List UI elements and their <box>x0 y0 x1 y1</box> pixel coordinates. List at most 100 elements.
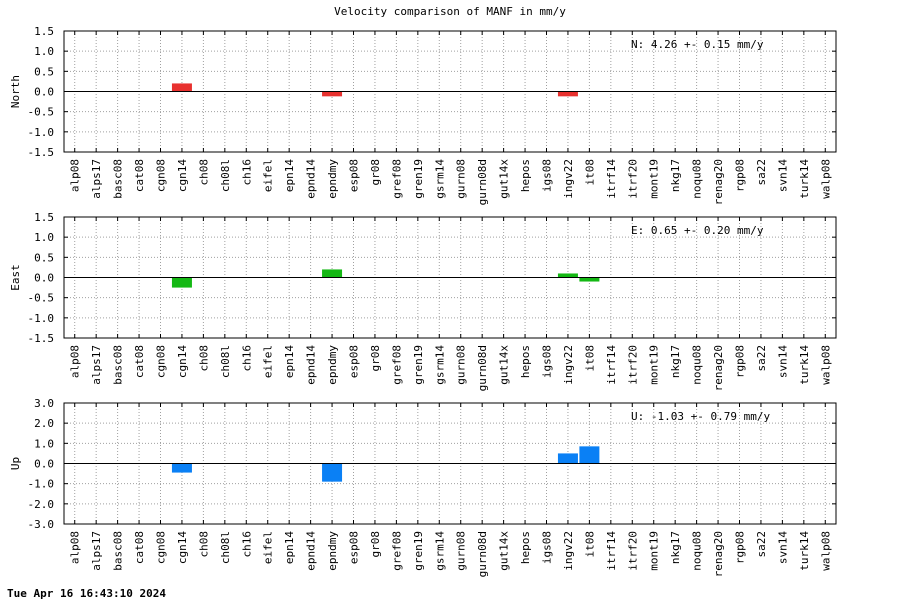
velocity-annotation: U: -1.03 +- 0.79 mm/y <box>631 410 770 423</box>
bar-cgn14 <box>171 83 192 92</box>
plot-frame <box>63 402 837 525</box>
x-tick-label: turk14 <box>798 531 811 571</box>
bar-ingv22 <box>557 91 578 97</box>
x-tick-label: epndmy <box>326 159 339 199</box>
x-tick-label: renag20 <box>712 345 725 391</box>
x-tick-label: igs08 <box>541 159 554 192</box>
x-tick-label: epn14 <box>283 159 296 192</box>
x-tick-label: gut14x <box>498 159 511 199</box>
x-tick-label: walp08 <box>819 345 832 385</box>
x-tick-label: hepos <box>519 345 532 378</box>
velocity-annotation: N: 4.26 +- 0.15 mm/y <box>631 38 764 51</box>
y-tick-label: 1.0 <box>34 45 54 58</box>
plot-frame <box>63 216 837 339</box>
x-tick-label: alps17 <box>90 159 103 199</box>
x-tick-label: hepos <box>519 531 532 564</box>
y-tick-label: -1.5 <box>28 146 55 159</box>
timestamp: Tue Apr 16 16:43:10 2024 <box>7 587 166 600</box>
x-tick-label: cat08 <box>133 345 146 378</box>
x-tick-label: cgn14 <box>176 345 189 378</box>
plot-frame <box>63 30 837 153</box>
y-tick-label: 0.0 <box>34 272 54 285</box>
x-tick-label: ch16 <box>240 159 253 186</box>
y-tick-label: -1.0 <box>28 312 55 325</box>
x-tick-label: epndmy <box>326 531 339 571</box>
x-tick-label: gurn08 <box>455 531 468 571</box>
x-tick-label: eifel <box>262 531 275 564</box>
y-tick-label: -0.5 <box>28 106 55 119</box>
x-tick-label: epndmy <box>326 345 339 385</box>
x-tick-label: gurn08d <box>476 531 489 577</box>
x-tick-label: nkg17 <box>669 531 682 564</box>
x-tick-label: cgn08 <box>155 345 168 378</box>
x-tick-label: gren19 <box>412 345 425 385</box>
x-tick-label: gurn08d <box>476 159 489 205</box>
x-tick-label: esp08 <box>348 345 361 378</box>
x-tick-label: mont19 <box>648 345 661 385</box>
x-tick-label: gut14x <box>498 345 511 385</box>
y-tick-label: 0.5 <box>34 251 54 264</box>
x-tick-label: itrf20 <box>626 159 639 199</box>
y-tick-label: 1.5 <box>34 211 54 224</box>
x-tick-label: hepos <box>519 159 532 192</box>
x-tick-label: it08 <box>583 159 596 186</box>
y-tick-label: 0.0 <box>34 458 54 471</box>
y-tick-label: -1.5 <box>28 332 55 345</box>
x-tick-label: gren19 <box>412 531 425 571</box>
x-tick-label: svn14 <box>776 345 789 378</box>
x-tick-label: renag20 <box>712 159 725 205</box>
x-tick-label: cgn14 <box>176 531 189 564</box>
x-tick-label: alps17 <box>90 531 103 571</box>
x-tick-label: cgn14 <box>176 159 189 192</box>
x-tick-label: basc08 <box>112 345 125 385</box>
bar-it08 <box>579 446 600 464</box>
velocity-annotation: E: 0.65 +- 0.20 mm/y <box>631 224 764 237</box>
y-tick-label: 1.0 <box>34 437 54 450</box>
y-axis-label: Up <box>9 457 22 470</box>
y-axis-label: North <box>9 75 22 108</box>
x-tick-label: rgp08 <box>734 345 747 378</box>
x-tick-label: noqu08 <box>691 159 704 199</box>
x-tick-label: ingv22 <box>562 159 575 199</box>
x-tick-label: sa22 <box>755 345 768 372</box>
x-tick-label: gr08 <box>369 531 382 558</box>
x-tick-label: cat08 <box>133 159 146 192</box>
y-tick-label: -0.5 <box>28 292 55 305</box>
x-tick-label: ch08l <box>219 159 232 192</box>
x-tick-label: svn14 <box>776 531 789 564</box>
x-tick-label: eifel <box>262 345 275 378</box>
x-tick-label: noqu08 <box>691 531 704 571</box>
x-tick-label: itrf14 <box>605 345 618 385</box>
x-tick-label: gsrm14 <box>433 159 446 199</box>
y-tick-label: 1.0 <box>34 231 54 244</box>
y-tick-label: 1.5 <box>34 25 54 38</box>
x-tick-label: itrf20 <box>626 345 639 385</box>
x-tick-label: ch16 <box>240 345 253 372</box>
x-tick-label: ch08 <box>197 345 210 372</box>
x-tick-label: gsrm14 <box>433 531 446 571</box>
y-tick-label: 0.5 <box>34 65 54 78</box>
x-tick-label: ch08 <box>197 531 210 558</box>
x-tick-label: alp08 <box>69 531 82 564</box>
x-tick-label: epnd14 <box>305 531 318 571</box>
x-tick-label: itrf14 <box>605 159 618 199</box>
y-axis-label: East <box>9 264 22 291</box>
x-tick-label: turk14 <box>798 345 811 385</box>
x-tick-label: noqu08 <box>691 345 704 385</box>
x-tick-label: ingv22 <box>562 345 575 385</box>
x-tick-label: basc08 <box>112 159 125 199</box>
x-tick-label: cat08 <box>133 531 146 564</box>
x-tick-label: esp08 <box>348 531 361 564</box>
x-tick-label: renag20 <box>712 531 725 577</box>
x-tick-label: basc08 <box>112 531 125 571</box>
bar-cgn14 <box>171 463 192 473</box>
x-tick-label: cgn08 <box>155 159 168 192</box>
x-tick-label: alp08 <box>69 159 82 192</box>
x-tick-label: gurn08d <box>476 345 489 391</box>
x-tick-label: alp08 <box>69 345 82 378</box>
bar-epndmy <box>322 269 343 278</box>
x-tick-label: svn14 <box>776 159 789 192</box>
x-tick-label: gsrm14 <box>433 345 446 385</box>
x-tick-label: gref08 <box>390 159 403 199</box>
